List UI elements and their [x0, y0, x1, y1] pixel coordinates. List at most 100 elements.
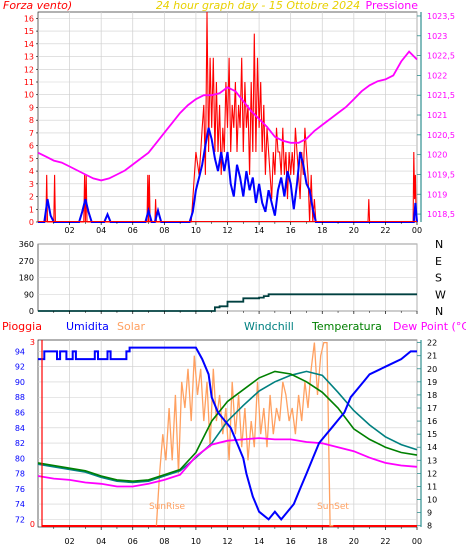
- left-tick-label: 5: [29, 154, 34, 163]
- temperature-line: [37, 370, 418, 483]
- right-tick-label: 1022: [427, 71, 447, 80]
- temperature-tick-label: 14: [427, 443, 437, 452]
- hour-tick-label: 00: [412, 537, 422, 546]
- temperature-tick-label: 16: [427, 417, 437, 426]
- hour-tick-label: 20: [349, 226, 359, 235]
- humidity-tick-label: 76: [15, 485, 25, 494]
- hour-tick-label: 20: [349, 537, 359, 546]
- compass-label: N: [435, 238, 443, 251]
- temperature-tick-label: 11: [427, 482, 437, 491]
- temperature-humidity-series: [37, 341, 418, 527]
- temperature-tick-label: 17: [427, 404, 437, 413]
- hour-tick-label: 06: [128, 537, 138, 546]
- direction-tick-label: 180: [19, 274, 34, 283]
- temperature-humidity-panel: 72 74 76 78 80 82 84 86 88 90 92 94 8 9 10 11 12 13 14 15 16…: [2, 320, 466, 546]
- direction-tick-label: 0: [29, 307, 34, 316]
- left-tick-label: 12: [24, 65, 34, 74]
- legend-temperature: Temperatura: [311, 320, 382, 333]
- temperature-tick-label: 12: [427, 469, 437, 478]
- left-tick-label: 9: [29, 103, 34, 112]
- hour-tick-label: 16: [286, 226, 296, 235]
- humidity-tick-label: 86: [15, 409, 25, 418]
- hour-tick-label: 22: [380, 226, 390, 235]
- temperature-tick-label: 15: [427, 430, 437, 439]
- right-tick-label: 1019,5: [427, 170, 455, 179]
- right-tick-label: 1021,5: [427, 91, 455, 100]
- right-tick-label: 1019: [427, 190, 447, 199]
- sunrise-label: SunRise: [149, 502, 186, 512]
- wind-direction-axes: 0 N 90 W 180 S 270 E 360 N: [19, 238, 446, 318]
- direction-tick-label: 360: [19, 240, 34, 249]
- right-tick-label: 1022,5: [427, 52, 455, 61]
- hour-tick-label: 04: [96, 226, 106, 235]
- wind-direction-series: [38, 293, 417, 312]
- wind-pressure-series: [37, 11, 418, 223]
- hour-tick-label: 16: [286, 537, 296, 546]
- right-axis-label: Pressione: [366, 0, 419, 12]
- right-tick-label: 1020,5: [427, 131, 455, 140]
- humidity-tick-label: 78: [15, 470, 25, 479]
- compass-label: W: [435, 288, 446, 301]
- legend: Pioggia Umidita Solar Windchill Temperat…: [2, 320, 466, 333]
- left-tick-label: 10: [24, 91, 34, 100]
- temperature-tick-label: 19: [427, 378, 437, 387]
- sunset-label: SunSet: [317, 502, 349, 512]
- direction-line: [38, 293, 417, 312]
- direction-tick-label: 90: [24, 290, 34, 299]
- hour-tick-label: 12: [222, 537, 232, 546]
- hour-tick-label: 08: [159, 226, 169, 235]
- hour-tick-label: 18: [317, 226, 327, 235]
- solar-line: [155, 341, 334, 527]
- compass-label: S: [435, 272, 442, 285]
- hour-tick-label: 10: [191, 537, 201, 546]
- humidity-tick-label: 84: [15, 424, 25, 433]
- hour-tick-label: 08: [159, 537, 169, 546]
- left-tick-label: 8: [29, 116, 34, 125]
- hour-tick-label: 02: [64, 537, 74, 546]
- right-tick-label: 1023,5: [427, 12, 455, 21]
- wind-pressure-axes: 0123456789101112131415161018,510191019,5…: [24, 12, 455, 235]
- temperature-tick-label: 8: [427, 522, 432, 531]
- chart-title: 24 hour graph day - 15 Ottobre 2024: [156, 0, 360, 12]
- hour-tick-label: 02: [64, 226, 74, 235]
- legend-dewpoint: Dew Point (°C): [393, 320, 466, 333]
- hour-tick-label: 06: [128, 226, 138, 235]
- legend-rain: Pioggia: [2, 320, 42, 333]
- temperature-tick-label: 13: [427, 456, 437, 465]
- humidity-tick-label: 72: [15, 515, 25, 524]
- direction-tick-label: 270: [19, 257, 34, 266]
- hour-tick-label: 14: [254, 537, 264, 546]
- hour-tick-label: 14: [254, 226, 264, 235]
- left-tick-label: 0: [29, 218, 34, 227]
- rain-tick-label: 3: [30, 338, 35, 347]
- humidity-line: [38, 346, 417, 521]
- rain-tick-label: 0: [30, 520, 35, 529]
- humidity-tick-label: 94: [15, 347, 25, 356]
- humidity-tick-label: 88: [15, 393, 25, 402]
- left-axis-label: Forza vento): [3, 0, 72, 12]
- temperature-tick-label: 9: [427, 509, 432, 518]
- dewpoint-line: [37, 437, 418, 488]
- left-tick-label: 7: [29, 129, 34, 138]
- hour-tick-label: 10: [191, 226, 201, 235]
- temperature-humidity-axes: 72 74 76 78 80 82 84 86 88 90 92 94 8 9 10 11 12 13 14 15 16…: [15, 338, 437, 546]
- left-tick-label: 4: [29, 167, 34, 176]
- pressure-line: [37, 50, 418, 182]
- humidity-tick-label: 74: [15, 500, 25, 509]
- wind-direction-panel: 0 N 90 W 180 S 270 E 360 N: [19, 238, 446, 318]
- left-tick-label: 11: [24, 78, 34, 87]
- left-tick-label: 13: [24, 53, 34, 62]
- wind-average-line: [38, 127, 418, 223]
- windchill-line: [37, 370, 418, 484]
- left-tick-label: 15: [24, 27, 34, 36]
- right-tick-label: 1018,5: [427, 210, 455, 219]
- hour-tick-label: 18: [317, 537, 327, 546]
- hour-tick-label: 12: [222, 226, 232, 235]
- temperature-tick-label: 18: [427, 391, 437, 400]
- temperature-tick-label: 21: [427, 352, 437, 361]
- humidity-tick-label: 92: [15, 363, 25, 372]
- temperature-tick-label: 20: [427, 365, 437, 374]
- left-tick-label: 14: [24, 40, 34, 49]
